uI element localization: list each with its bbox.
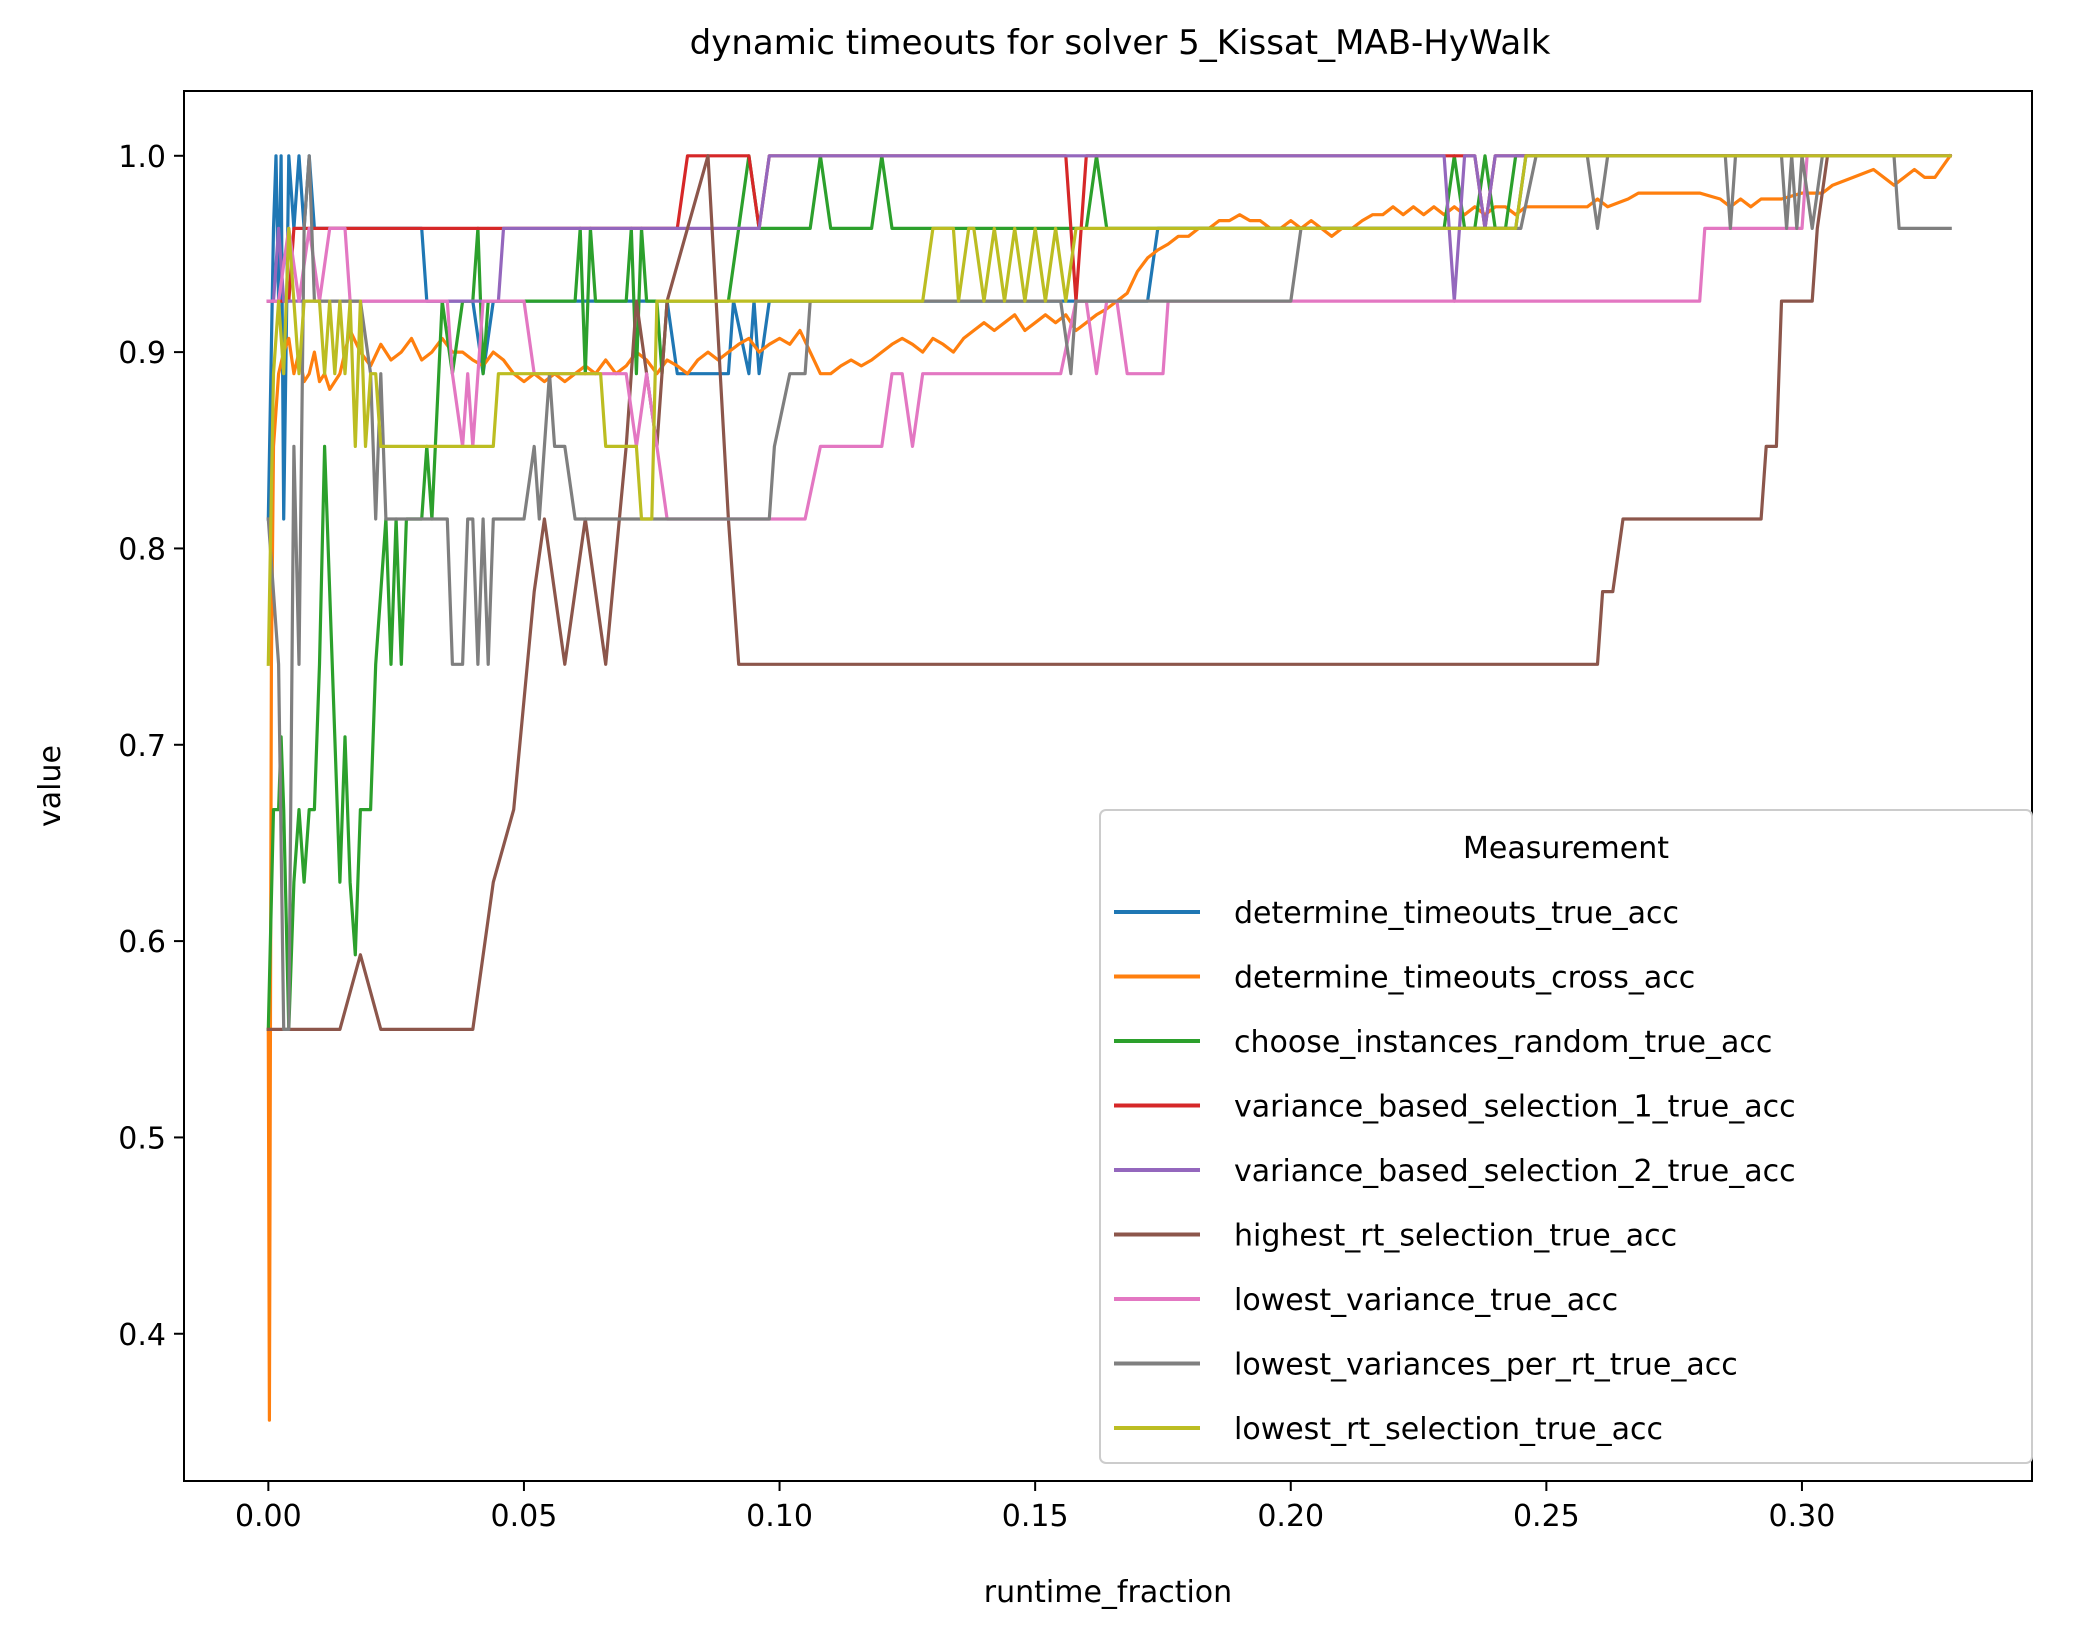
legend: Measurement determine_timeouts_true_accd… [1099, 809, 2033, 1464]
y-tick-label: 0.6 [118, 925, 166, 960]
x-tick-label: 0.00 [235, 1499, 302, 1534]
chart-title: dynamic timeouts for solver 5_Kissat_MAB… [690, 23, 1551, 63]
legend-label: determine_timeouts_cross_acc [1234, 961, 1695, 996]
legend-label: choose_instances_random_true_acc [1234, 1025, 1772, 1060]
x-axis: 0.00 0.05 0.10 0.15 0.20 0.25 0.30 [235, 1481, 1835, 1534]
legend-label: lowest_variance_true_acc [1234, 1283, 1618, 1318]
plot-frame [183, 90, 2033, 1482]
y-tick-label: 1.0 [118, 140, 166, 175]
y-tick-label: 0.5 [118, 1121, 166, 1156]
x-tick-label: 0.10 [746, 1499, 813, 1534]
legend-entries: determine_timeouts_true_acc determine_tim… [1114, 896, 1796, 1447]
legend-label: lowest_rt_selection_true_acc [1234, 1412, 1663, 1447]
legend-label: highest_rt_selection_true_acc [1234, 1219, 1677, 1254]
series-line-choose_instances_random_true_acc [266, 154, 1952, 1032]
legend-label: variance_based_selection_1_true_acc [1234, 1090, 1796, 1125]
series-line-variance_based_selection_2_true_acc [266, 154, 1952, 303]
legend-label: determine_timeouts_true_acc [1234, 896, 1679, 931]
series-layer [266, 153, 1953, 1422]
y-axis: 0.4 0.5 0.6 0.7 0.8 0.9 1.0 [118, 140, 184, 1353]
y-tick-label: 0.7 [118, 729, 166, 764]
legend-label: lowest_variances_per_rt_true_acc [1234, 1348, 1738, 1383]
y-tick-label: 0.4 [118, 1318, 166, 1353]
x-tick-label: 0.20 [1257, 1499, 1324, 1534]
x-tick-label: 0.25 [1513, 1499, 1580, 1534]
legend-box [1099, 809, 2033, 1464]
y-tick-label: 0.9 [118, 336, 166, 371]
y-tick-label: 0.8 [118, 532, 166, 567]
legend-title: Measurement [1463, 831, 1669, 866]
y-axis-label: value [33, 745, 68, 827]
x-tick-label: 0.05 [491, 1499, 558, 1534]
series-line-lowest_variance_true_acc [266, 154, 1952, 521]
series-line-lowest_rt_selection_true_acc [266, 154, 1952, 666]
legend-label: variance_based_selection_2_true_acc [1234, 1154, 1796, 1189]
x-tick-label: 0.15 [1002, 1499, 1069, 1534]
x-tick-label: 0.30 [1769, 1499, 1836, 1534]
x-axis-label: runtime_fraction [984, 1575, 1232, 1610]
